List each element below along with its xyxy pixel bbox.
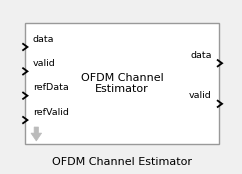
- Text: valid: valid: [33, 59, 55, 68]
- Text: data: data: [33, 34, 54, 44]
- Polygon shape: [31, 127, 42, 141]
- Text: OFDM Channel Estimator: OFDM Channel Estimator: [52, 157, 192, 167]
- Text: valid: valid: [189, 91, 212, 100]
- Text: refValid: refValid: [33, 108, 68, 117]
- Text: OFDM Channel
Estimator: OFDM Channel Estimator: [81, 73, 164, 94]
- Text: refData: refData: [33, 83, 68, 92]
- Text: data: data: [190, 51, 212, 60]
- Bar: [25, 23, 219, 144]
